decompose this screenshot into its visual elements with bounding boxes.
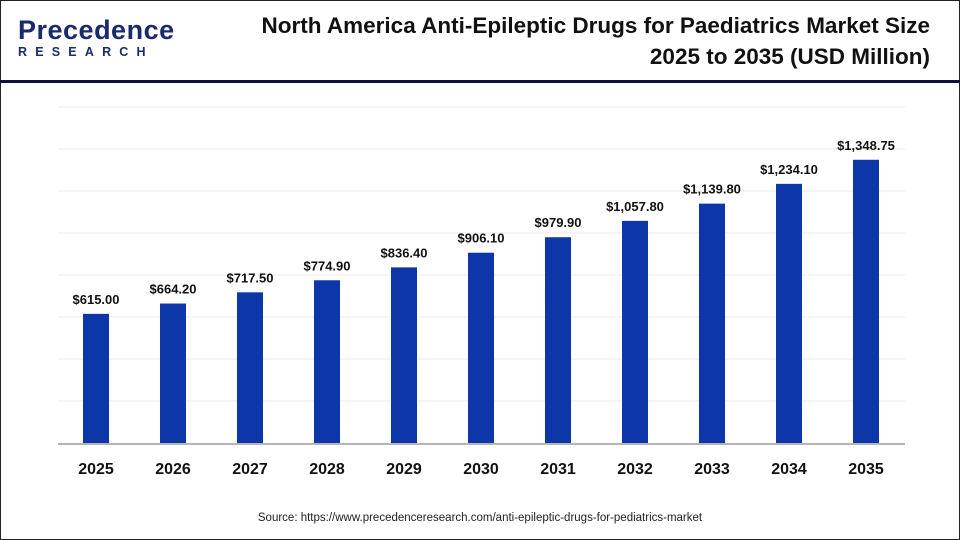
- x-tick-label: 2035: [848, 461, 884, 478]
- data-label: $1,234.10: [760, 162, 818, 177]
- data-label: $664.20: [150, 282, 197, 297]
- bar-2029: [391, 267, 417, 443]
- bar-2030: [468, 252, 494, 443]
- data-label: $774.90: [304, 258, 351, 273]
- x-tick-label: 2034: [771, 461, 807, 478]
- chart-title: North America Anti-Epileptic Drugs for P…: [170, 10, 931, 72]
- title-line1: North America Anti-Epileptic Drugs for P…: [261, 13, 931, 38]
- data-label: $1,348.75: [837, 138, 895, 153]
- x-tick-label: 2025: [78, 461, 114, 478]
- bar-2035: [853, 159, 879, 443]
- logo-line2: RESEARCH: [18, 45, 154, 59]
- data-label: $979.90: [535, 215, 582, 230]
- data-label: $836.40: [381, 245, 428, 260]
- x-tick-label: 2026: [155, 461, 191, 478]
- title-line2: 2025 to 2035 (USD Million): [649, 44, 930, 69]
- bar-2026: [160, 303, 186, 443]
- x-tick-label: 2027: [232, 461, 268, 478]
- data-label: $615.00: [73, 292, 120, 307]
- x-tick-label: 2033: [694, 461, 730, 478]
- x-tick-label: 2031: [540, 461, 576, 478]
- x-tick-label: 2030: [463, 461, 499, 478]
- bar-2028: [314, 280, 340, 443]
- data-label: $717.50: [227, 270, 274, 285]
- header: Precedence RESEARCH North America Anti-E…: [0, 0, 960, 83]
- x-tick-label: 2028: [309, 461, 345, 478]
- bar-2032: [622, 220, 648, 443]
- data-label: $1,057.80: [606, 199, 664, 214]
- logo-line1: Precedence: [18, 15, 175, 45]
- precedence-research-logo: Precedence RESEARCH: [18, 15, 175, 66]
- data-label: $906.10: [458, 231, 505, 246]
- bar-2025: [83, 313, 109, 443]
- data-label: $1,139.80: [683, 182, 741, 197]
- bar-2033: [699, 203, 725, 443]
- x-tick-label: 2029: [386, 461, 422, 478]
- bar-2027: [237, 292, 263, 443]
- source-text: Source: https://www.precedenceresearch.c…: [257, 512, 703, 524]
- bar-2031: [545, 237, 571, 443]
- bar-2034: [776, 183, 802, 444]
- x-tick-label: 2032: [617, 461, 653, 478]
